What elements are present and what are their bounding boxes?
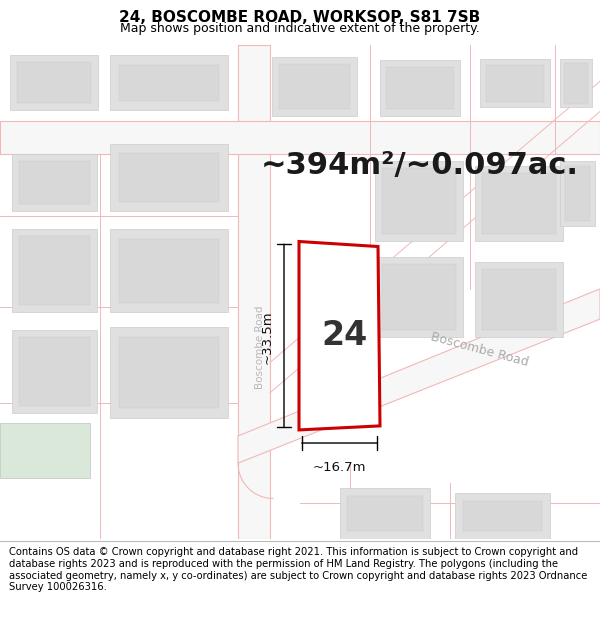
Text: ~16.7m: ~16.7m	[312, 461, 366, 474]
Polygon shape	[455, 493, 550, 539]
Polygon shape	[110, 229, 228, 312]
Polygon shape	[463, 501, 542, 531]
Text: ~394m²/~0.097ac.: ~394m²/~0.097ac.	[261, 151, 579, 181]
Polygon shape	[12, 229, 97, 312]
Text: 24: 24	[321, 319, 367, 352]
Polygon shape	[19, 161, 90, 204]
Polygon shape	[279, 64, 350, 109]
Polygon shape	[272, 57, 357, 116]
Polygon shape	[110, 55, 228, 111]
Polygon shape	[119, 239, 218, 302]
Polygon shape	[299, 241, 380, 430]
Polygon shape	[17, 62, 91, 103]
Polygon shape	[382, 168, 456, 234]
Polygon shape	[480, 59, 550, 108]
Polygon shape	[340, 488, 430, 539]
Polygon shape	[564, 63, 588, 104]
Polygon shape	[119, 64, 218, 101]
Text: ~33.5m: ~33.5m	[261, 311, 274, 364]
Text: 24, BOSCOMBE ROAD, WORKSOP, S81 7SB: 24, BOSCOMBE ROAD, WORKSOP, S81 7SB	[119, 10, 481, 25]
Polygon shape	[375, 257, 463, 338]
Polygon shape	[375, 161, 463, 241]
Polygon shape	[12, 154, 97, 211]
Polygon shape	[380, 60, 460, 116]
Polygon shape	[119, 337, 218, 408]
Polygon shape	[0, 423, 90, 478]
Text: Map shows position and indicative extent of the property.: Map shows position and indicative extent…	[120, 22, 480, 35]
Polygon shape	[347, 496, 423, 531]
Polygon shape	[475, 262, 563, 338]
Polygon shape	[19, 236, 90, 305]
Polygon shape	[382, 264, 456, 330]
Polygon shape	[110, 327, 228, 418]
Text: Contains OS data © Crown copyright and database right 2021. This information is : Contains OS data © Crown copyright and d…	[9, 548, 587, 592]
Polygon shape	[238, 45, 270, 539]
Polygon shape	[10, 55, 98, 111]
Polygon shape	[485, 65, 544, 102]
Polygon shape	[119, 153, 218, 202]
Text: Boscombe Road: Boscombe Road	[430, 330, 530, 369]
Polygon shape	[475, 166, 563, 241]
Polygon shape	[560, 161, 595, 226]
Polygon shape	[565, 166, 590, 221]
Polygon shape	[238, 289, 600, 463]
Polygon shape	[19, 337, 90, 406]
Polygon shape	[0, 121, 600, 154]
Polygon shape	[560, 59, 592, 108]
Polygon shape	[299, 241, 380, 430]
Polygon shape	[110, 144, 228, 211]
Polygon shape	[482, 173, 556, 234]
Polygon shape	[386, 67, 454, 109]
Text: Boscombe Road: Boscombe Road	[255, 306, 265, 389]
Polygon shape	[12, 330, 97, 412]
Polygon shape	[482, 269, 556, 330]
